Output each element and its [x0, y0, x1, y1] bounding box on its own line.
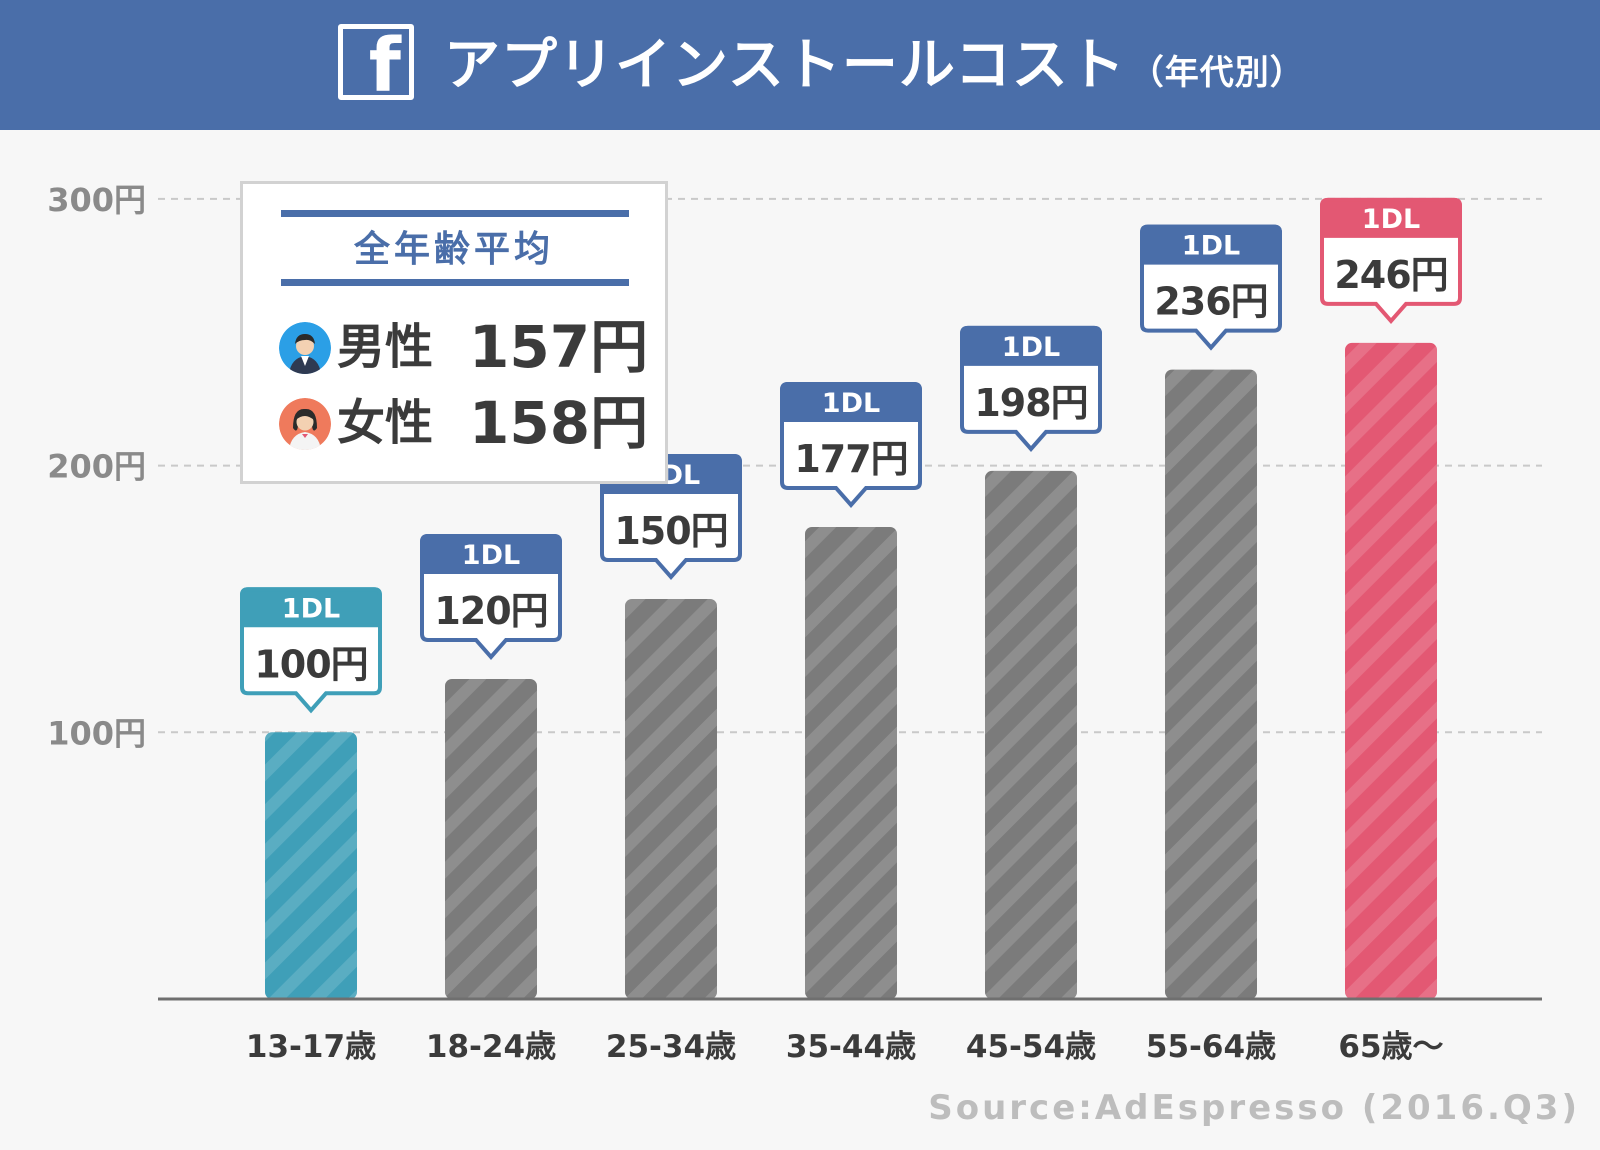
x-tick-label: 65歳〜: [1338, 1029, 1443, 1065]
page-title: アプリインストールコスト （年代別）: [444, 28, 1305, 111]
bars: [265, 342, 1437, 1000]
value-callout: 1DL 120円: [420, 533, 562, 660]
value-callout: 1DL 177円: [780, 381, 922, 508]
facebook-icon: f: [338, 23, 414, 109]
callout-value-label: 246円: [1334, 253, 1447, 297]
title-main: アプリインストールコスト: [444, 33, 1126, 98]
x-tick-label: 45-54歳: [966, 1029, 1096, 1065]
callout-value-label: 236円: [1154, 280, 1267, 324]
callout-header: [420, 533, 562, 574]
callout-header: [1140, 224, 1282, 265]
average-top-rule: [281, 210, 629, 217]
callout-header-label: 1DL: [1362, 204, 1420, 235]
callout-value-label: 177円: [794, 437, 907, 481]
value-callouts: 1DL 100円 1DL 120円 1DL 150円 1DL 177円 1DL 198円 1DL 23…: [240, 197, 1462, 714]
average-box: 全年齢平均 男性 157円 女性 158円: [240, 181, 668, 484]
callout-header-label: 1DL: [462, 540, 520, 571]
y-tick-label: 200円: [47, 448, 146, 486]
bar-stripes: [1165, 369, 1257, 999]
source-note: Source:AdEspresso (2016.Q3): [928, 1088, 1580, 1128]
callout-value-label: 100円: [254, 642, 367, 686]
x-tick-label: 35-44歳: [786, 1029, 916, 1065]
x-tick-label: 13-17歳: [246, 1029, 376, 1065]
value-callout: 1DL 198円: [960, 325, 1102, 452]
callout-header-label: 1DL: [1182, 231, 1240, 262]
x-tick-label: 25-34歳: [606, 1029, 736, 1065]
x-tick-label: 55-64歳: [1146, 1029, 1276, 1065]
facebook-letter: f: [368, 23, 401, 109]
female-value: 158円: [469, 389, 649, 457]
value-callout: 1DL 236円: [1140, 224, 1282, 351]
callout-header-label: 1DL: [1002, 332, 1060, 363]
y-tick-label: 300円: [47, 181, 146, 219]
callout-header-label: 1DL: [822, 388, 880, 419]
average-bottom-rule: [281, 279, 629, 286]
female-avatar-icon: [279, 398, 331, 450]
axes: 100円 200円 300円 13-17歳 18-24歳 25-34歳 35-44歳 45-5…: [47, 181, 1542, 1065]
header-bar: f アプリインストールコスト （年代別）: [0, 0, 1600, 130]
bar-stripes: [805, 526, 897, 999]
callout-header-label: 1DL: [282, 593, 340, 624]
male-value: 157円: [469, 313, 649, 381]
callout-header: [240, 587, 382, 628]
bar-stripes: [1345, 342, 1437, 1000]
callout-value-label: 198円: [974, 381, 1087, 425]
female-label: 女性: [337, 395, 434, 451]
value-callout: 1DL 100円: [240, 587, 382, 714]
y-tick-label: 100円: [47, 714, 146, 752]
callout-value-label: 150円: [614, 509, 727, 553]
value-callout: 1DL 246円: [1320, 197, 1462, 324]
callout-value-label: 120円: [434, 589, 547, 633]
bar-stripes: [445, 678, 537, 999]
male-label: 男性: [337, 319, 434, 375]
male-avatar-icon: [279, 322, 331, 374]
callout-header: [960, 325, 1102, 366]
callout-header: [1320, 197, 1462, 238]
bar-stripes: [985, 470, 1077, 1000]
x-tick-label: 18-24歳: [426, 1029, 556, 1065]
bar-stripes: [625, 598, 717, 999]
callout-header: [780, 381, 922, 422]
average-title: 全年齢平均: [353, 229, 554, 270]
bar-stripes: [265, 732, 357, 999]
title-suffix: （年代別）: [1129, 53, 1305, 93]
